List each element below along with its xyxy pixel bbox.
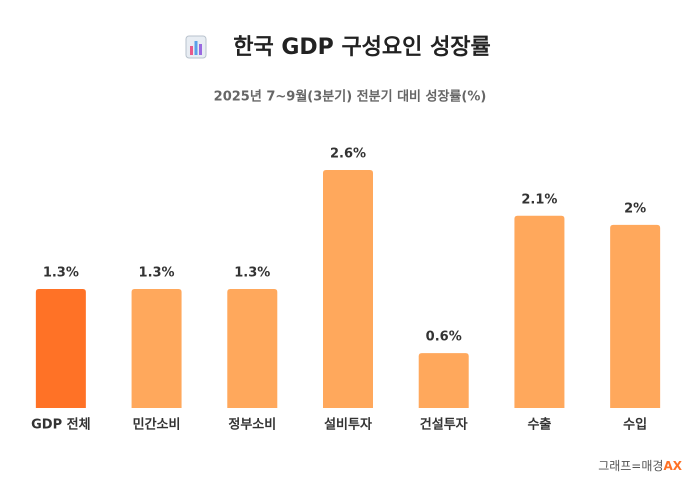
x-tick-label: 수출	[527, 417, 551, 433]
value-label: 2.6%	[330, 147, 366, 162]
bar	[323, 170, 373, 408]
bar	[131, 289, 182, 408]
x-tick-label: 건설투자	[420, 417, 468, 433]
x-tick-label: GDP 전체	[31, 417, 90, 433]
bar	[418, 353, 469, 408]
value-label: 2.1%	[521, 192, 557, 207]
x-tick-label: 정부소비	[228, 417, 276, 433]
chart-subtitle: 2025년 7~9월(3분기) 전분기 대비 성장률(%)	[214, 89, 487, 105]
bar	[227, 289, 278, 408]
bar	[35, 289, 86, 408]
bar	[610, 224, 661, 408]
source-brand: AX	[663, 459, 682, 473]
source-text: 그래프=매경	[598, 459, 663, 473]
x-tick-label: 민간소비	[133, 417, 181, 433]
chart-icon	[185, 35, 207, 59]
value-label: 1.3%	[43, 266, 79, 281]
x-tick-label: 설비투자	[324, 418, 372, 433]
x-tick-label: 수입	[623, 418, 647, 433]
chart-title: 한국 GDP 구성요인 성장률	[233, 35, 491, 60]
value-label: 1.3%	[139, 266, 175, 281]
source: 그래프=매경AX	[598, 459, 683, 473]
value-label: 2%	[624, 201, 646, 216]
value-label: 1.3%	[234, 266, 270, 281]
value-label: 0.6%	[426, 330, 462, 345]
bar	[514, 215, 565, 408]
